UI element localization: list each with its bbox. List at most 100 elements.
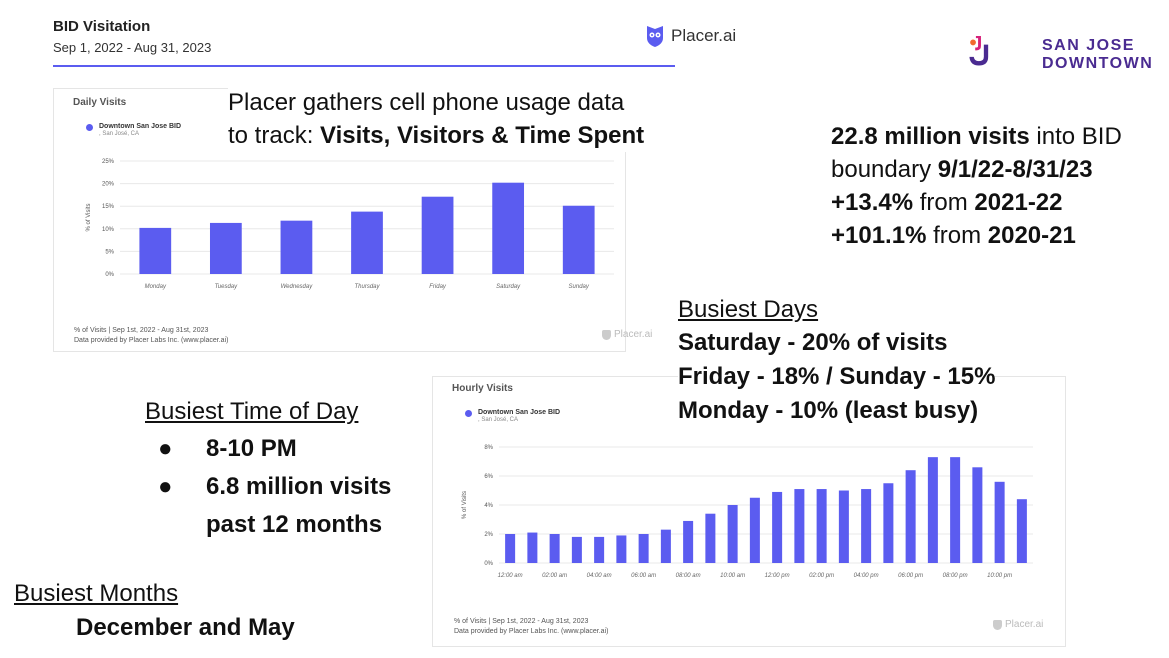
busiest-days-line: Monday - 10% (least busy) <box>678 397 979 424</box>
bar <box>549 534 560 563</box>
intro-text: Placer gathers cell phone usage data to … <box>228 86 645 152</box>
stat-line1: 22.8 million visits into BID <box>831 123 1122 150</box>
daily-visits-chart: % of Visits 0% 5% 10% 15% 20% 25% Monday Tuesday… <box>86 159 614 290</box>
report-title: BID Visitation <box>53 18 151 35</box>
x-tick-label: 08:00 am <box>676 573 701 579</box>
busiest-months-title: Busiest Months <box>14 580 179 607</box>
x-tick-label: 10:00 pm <box>987 573 1012 579</box>
x-tick-label: 02:00 pm <box>809 573 834 579</box>
stat-line4: +101.1% from 2020-21 <box>831 222 1076 249</box>
x-tick-label: Saturday <box>496 284 521 290</box>
placer-logo: Placer.ai <box>645 24 736 48</box>
y-tick-label: 8% <box>484 445 493 451</box>
intro-line2: to track: Visits, Visitors & Time Spent <box>228 122 645 149</box>
bar <box>683 520 694 563</box>
x-tick-label: 06:00 pm <box>898 573 923 579</box>
bar <box>772 491 783 563</box>
bar <box>616 535 627 563</box>
placer-watermark-text: Placer.ai <box>1005 619 1044 630</box>
daily-visits-title: Daily Visits <box>73 97 127 108</box>
bar <box>351 211 383 274</box>
visit-stats: 22.8 million visits into BID boundary 9/… <box>831 120 1122 252</box>
x-tick-label: Friday <box>429 284 447 290</box>
busiest-time-title: Busiest Time of Day <box>145 398 359 425</box>
busiest-time-bullets: ● 8-10 PM ● 6.8 million visits past 12 mon… <box>158 430 391 544</box>
header-divider <box>53 65 675 67</box>
bar <box>816 489 827 563</box>
x-tick-label: Wednesday <box>281 284 314 290</box>
legend-dot <box>465 410 472 417</box>
y-tick-label: 5% <box>105 249 114 255</box>
hourly-visits-legend: Downtown San Jose BID, San José, CA <box>465 409 560 423</box>
bar <box>562 205 595 274</box>
x-tick-label: Thursday <box>354 284 380 290</box>
bar <box>794 489 805 563</box>
y-axis-label: % of Visits <box>86 204 92 232</box>
y-axis-label: % of Visits <box>462 491 468 519</box>
y-tick-label: 6% <box>484 474 493 480</box>
bar <box>838 490 849 563</box>
bar <box>594 536 605 563</box>
daily-placer-watermark: Placer.ai <box>602 329 652 340</box>
busiest-months-value: December and May <box>76 614 295 641</box>
busiest-days-title: Busiest Days <box>678 296 819 323</box>
report-date-range: Sep 1, 2022 - Aug 31, 2023 <box>53 40 212 55</box>
y-tick-label: 20% <box>102 182 115 188</box>
footnote-line2: Data provided by Placer Labs Inc. (www.p… <box>74 337 229 344</box>
legend-label: Downtown San Jose BID <box>99 123 182 130</box>
bar <box>1016 499 1027 563</box>
bar <box>280 220 313 274</box>
intro-line1: Placer gathers cell phone usage data <box>228 89 625 116</box>
bullet-item: ● 8-10 PM <box>158 430 391 468</box>
bar <box>638 534 649 563</box>
x-tick-label: Monday <box>145 284 167 290</box>
busiest-time: Busiest Time of Day <box>145 396 358 428</box>
x-tick-label: 12:00 am <box>498 573 523 579</box>
hourly-placer-watermark: Placer.ai <box>993 619 1043 630</box>
bar <box>994 481 1005 563</box>
legend-label: Downtown San Jose BID <box>478 409 561 416</box>
placer-watermark-icon <box>993 619 1002 630</box>
y-tick-label: 10% <box>102 227 115 233</box>
placer-owl-icon <box>647 26 663 47</box>
busiest-days-line: Saturday - 20% of visits <box>678 329 948 356</box>
bar <box>927 457 938 563</box>
bar <box>209 222 242 274</box>
y-tick-label: 2% <box>484 532 493 538</box>
bullet-dot-icon: ● <box>158 435 173 462</box>
legend-sublabel: , San José, CA <box>478 417 519 423</box>
bullet-item: ● 6.8 million visits <box>158 468 391 506</box>
stat-line3: +13.4% from 2021-22 <box>831 189 1063 216</box>
bar <box>883 483 894 563</box>
bar <box>505 534 516 563</box>
sj-logo-line1: SAN JOSE <box>1042 37 1135 54</box>
x-tick-label: 04:00 am <box>587 573 612 579</box>
hourly-visits-chart: % of Visits 0% 2% 4% 6% 8% 12:00 am 02:00 am 04:… <box>462 445 1033 579</box>
bar <box>749 497 760 563</box>
bar <box>727 505 738 563</box>
hourly-visits-footnote: % of Visits | Sep 1st, 2022 - Aug 31st, … <box>454 617 608 637</box>
hourly-visits-title: Hourly Visits <box>452 383 513 394</box>
stat-line2: boundary 9/1/22-8/31/23 <box>831 156 1093 183</box>
x-tick-label: 08:00 pm <box>943 573 968 579</box>
sj-downtown-logo-text: SAN JOSE DOWNTOWN <box>1042 37 1153 73</box>
bar <box>905 470 916 563</box>
placer-watermark-text: Placer.ai <box>614 329 653 340</box>
bar <box>492 182 525 274</box>
x-tick-label: 10:00 am <box>720 573 745 579</box>
bar <box>660 529 671 563</box>
y-tick-label: 0% <box>484 561 493 567</box>
x-tick-label: 06:00 am <box>631 573 656 579</box>
daily-visits-legend: Downtown San Jose BID, San José, CA <box>86 123 181 137</box>
busiest-days: Busiest Days Saturday - 20% of visits Fr… <box>678 294 996 428</box>
legend-sublabel: , San José, CA <box>99 131 140 137</box>
bullet-continuation: past 12 months <box>206 511 383 538</box>
placer-logo-text: Placer.ai <box>671 26 737 45</box>
x-tick-label: Tuesday <box>215 284 239 290</box>
bar <box>972 467 983 563</box>
bar <box>705 513 716 563</box>
sj-logo-line2: DOWNTOWN <box>1042 55 1154 72</box>
x-tick-label: Sunday <box>569 284 590 290</box>
daily-visits-footnote: % of Visits | Sep 1st, 2022 - Aug 31st, … <box>74 326 228 346</box>
bar <box>861 489 872 563</box>
